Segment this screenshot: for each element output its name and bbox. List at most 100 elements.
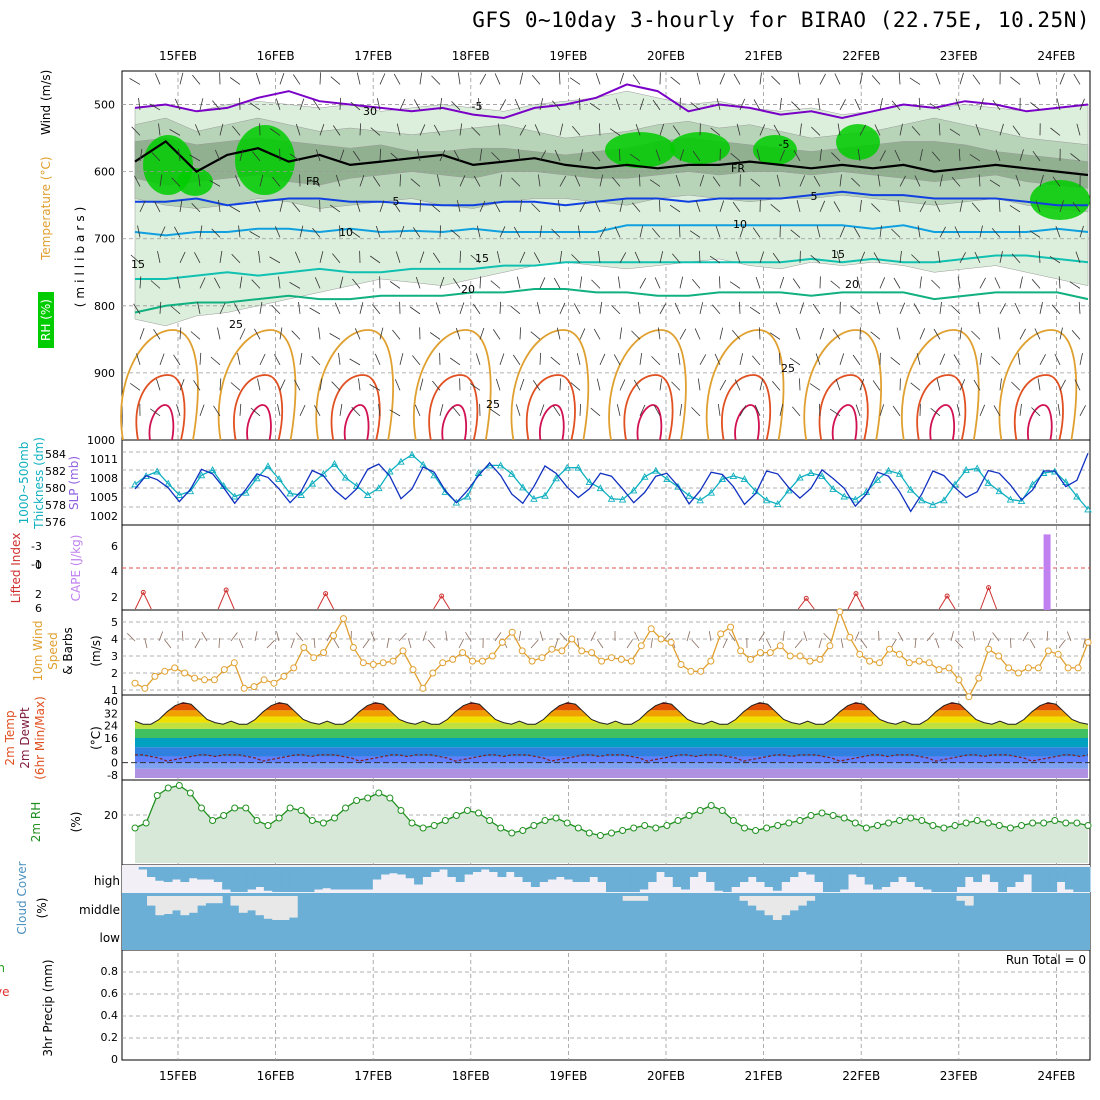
wind-barb [854,98,861,111]
wind10m-barb [422,631,427,642]
wind-barb [879,98,883,110]
contour-label: 10 [733,218,747,231]
wind-barb [719,200,725,213]
rh2m-point [364,794,372,802]
wind-barb [492,329,501,340]
wind-barb [651,227,661,238]
wind-barb [539,352,541,365]
wind10m-point [786,652,794,660]
wind-barb [879,277,886,289]
isotherm-25-loop [412,329,492,441]
wind10m-point [349,644,357,651]
rh2m-point [929,822,937,829]
wind-barb [839,99,846,111]
wind-barb [771,75,781,85]
thickness-point [131,480,139,488]
wind-barb [319,378,323,391]
cloud-high-bar [397,867,407,875]
wind-barb [476,225,481,238]
wind-barb [872,380,881,391]
wind10m-point [727,623,735,631]
wind-barb [211,228,221,238]
wind-barb [1031,407,1041,417]
thickness-point [1006,495,1015,503]
wind10m-barb [362,639,370,649]
wind-barb [150,280,161,289]
wind-barb [295,123,301,136]
wind-barb [249,102,261,111]
wind-barb [131,126,141,136]
cloud-mid-gap [213,896,223,904]
wind-barb [539,98,544,111]
thickness-point [585,478,594,486]
wind-barb [376,98,381,111]
wind-barb [999,378,1002,391]
wind-barb [157,251,161,263]
temp-color-band [135,722,1088,729]
cloud-mid-gap [247,896,257,911]
wind-barb [736,123,741,136]
cloud-high-bar [222,867,231,890]
wind-barb [1059,379,1066,391]
wind-barb [409,306,421,315]
upper-sub-label: (millibars) [73,203,87,308]
wind-barb [349,358,361,366]
cloud-high-bar [364,867,373,890]
wind-barb [479,200,486,213]
wind-barb [639,98,645,111]
cloud-high-bar [555,867,565,877]
wind-barb [677,352,681,365]
pressure-tick-label: 600 [94,166,115,179]
wind-barb [1054,353,1061,366]
wind-barb [593,328,601,340]
cloud-high-bar [414,867,423,885]
wind10m-barb [691,639,700,649]
rh2m-point [796,817,804,824]
wind-barb [419,378,424,391]
cloud-high-bar [530,867,540,887]
temp-color-band [135,728,1088,738]
rh2m-point [907,814,915,822]
cape-tick-label: 6 [111,540,118,553]
wind-barb [279,72,285,85]
thickness-point [652,466,660,474]
rh2m-point [142,819,150,827]
cloud-high-bar [914,867,924,887]
wind-barb [479,276,481,289]
rh-axis-label: RH (%) [39,299,53,341]
wind-barb [989,179,1001,187]
wind-barb [919,276,922,289]
wind10m-point [439,659,447,667]
wind-barb [539,225,543,238]
thickness-line [134,453,1089,510]
wind-barb [390,152,401,162]
thickness-point [740,475,749,483]
wind-barb [954,226,961,238]
wind-barb [1010,76,1021,85]
rh2m-point [1029,819,1037,827]
wind-barb [955,98,961,111]
cloud-high-bar [188,867,198,879]
wind-barb [159,226,166,238]
cloud-high-bar [731,867,741,887]
thickness-point [785,486,793,494]
wind10m-point [498,638,506,646]
wind10m-point [747,655,754,663]
wind-barb [214,277,221,289]
wind-barb [258,250,261,263]
temperature-axis-label: Temperature (°C) [39,156,53,261]
cloud-mid-gap [188,896,198,913]
rh2m-point [885,819,892,827]
temp-axis-label: 2m Temp 2m DewPt (6hr Min/Max) [3,696,47,780]
wind-barb [229,77,241,85]
wind-barb [319,123,325,136]
wind-barb [430,203,441,213]
wind-barb [519,327,521,340]
wind10m-point [1054,650,1062,658]
rh2m-point [630,824,638,832]
wind10m-barb [290,638,295,649]
cloud-high-bar [1048,867,1058,892]
wind-barb [874,124,881,136]
wind-barb [716,98,721,111]
wind-barb [479,148,483,161]
